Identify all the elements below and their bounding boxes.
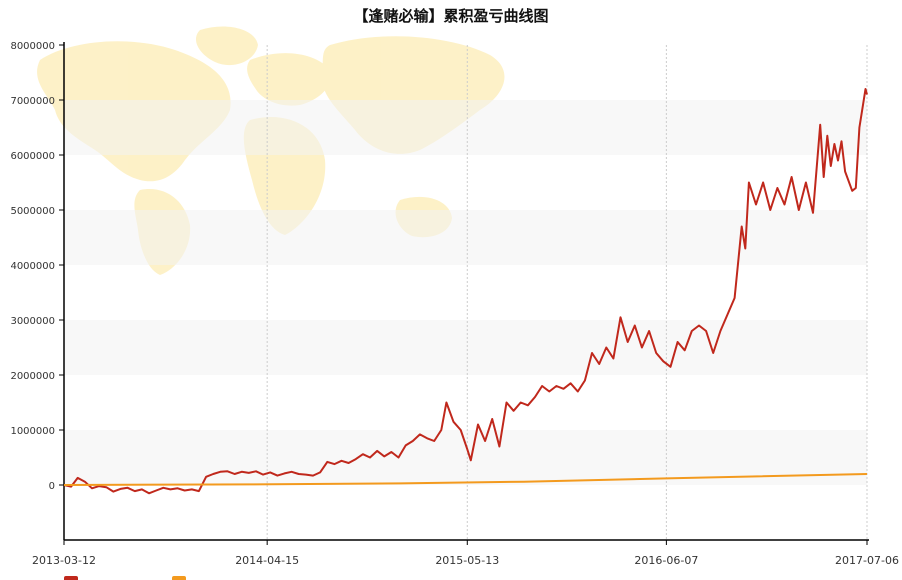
vertical-gridlines xyxy=(266,45,868,540)
y-tick-label: 0 xyxy=(49,481,55,492)
grid-band xyxy=(64,430,867,485)
y-tick-label: 6000000 xyxy=(10,151,55,162)
legend xyxy=(64,576,186,580)
world-map-greenland xyxy=(195,26,258,66)
y-tick-label: 5000000 xyxy=(10,206,55,217)
legend-swatch-2 xyxy=(172,576,186,580)
y-tick-labels: 0 1000000 2000000 3000000 4000000 5000000 6000… xyxy=(10,41,55,492)
horizontal-bands xyxy=(64,100,867,485)
grid-band xyxy=(64,210,867,265)
world-map-europe xyxy=(247,53,331,106)
x-tick-label: 2013-03-12 xyxy=(32,554,96,567)
series-line-1 xyxy=(63,88,868,495)
y-tick-label: 3000000 xyxy=(10,316,55,327)
x-tick-label: 2014-04-15 xyxy=(235,554,299,567)
series-line-2 xyxy=(63,473,868,486)
grid-band xyxy=(64,100,867,155)
x-tick-label: 2015-05-13 xyxy=(435,554,499,567)
series-lines xyxy=(63,88,868,495)
y-tick-label: 1000000 xyxy=(10,426,55,437)
axes xyxy=(59,42,869,545)
y-tick-label: 8000000 xyxy=(10,41,55,52)
x-tick-label: 2016-06-07 xyxy=(634,554,698,567)
x-tick-labels: 2013-03-12 2014-04-15 2015-05-13 2016-06-07… xyxy=(32,554,899,567)
y-tick-label: 2000000 xyxy=(10,371,55,382)
y-tick-label: 4000000 xyxy=(10,261,55,272)
x-tick-label: 2017-07-06 xyxy=(835,554,899,567)
chart-title: 【逢赌必输】累积盈亏曲线图 xyxy=(353,7,549,25)
grid-band xyxy=(64,320,867,375)
legend-swatch-1 xyxy=(64,576,78,580)
y-tick-label: 7000000 xyxy=(10,96,55,107)
